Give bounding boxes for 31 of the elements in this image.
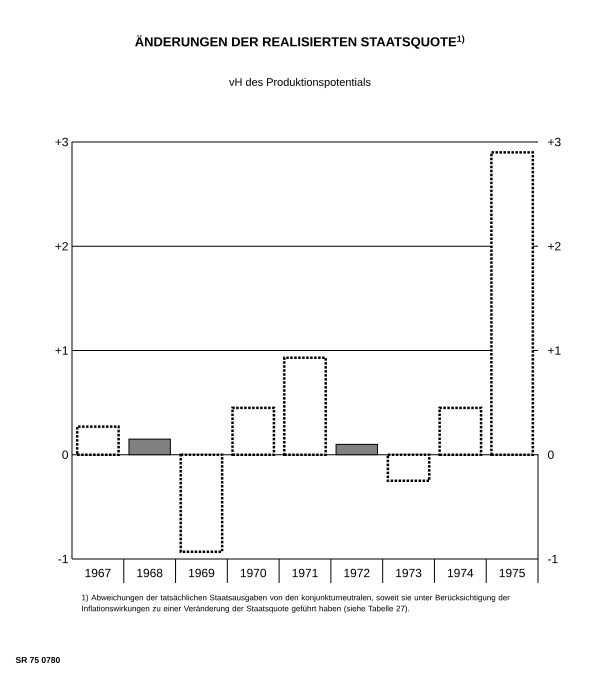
bar [438,406,482,456]
x-tick-label: 1968 [137,568,162,578]
x-tick-label: 1975 [500,568,525,578]
y2-tick-label: 0 [548,450,554,459]
bar [76,425,120,456]
bar [128,438,171,456]
bar [386,453,431,482]
y-tick-label: +3 [55,138,68,146]
y2-tick-label: -1 [548,554,558,564]
bar [336,444,378,456]
y2-tick-label: +3 [548,138,561,146]
bar [231,406,276,456]
x-tick-label: 1972 [344,568,370,578]
text: SR 75 0780 [16,657,60,663]
chart-title: ÄNDERUNGEN DER REALISIERTEN STAATSQUOTE$^{1)}$ [135,35,464,49]
chart-subtitle: vH des Produktionspotentials [229,78,371,88]
x-tick-label: 1967 [85,568,111,578]
x-tick-label: 1973 [396,568,422,578]
y-tick-label: 0 [62,450,68,459]
x-tick-label: 1971 [292,568,318,578]
y-tick-label: +1 [55,346,68,355]
bar [179,453,224,553]
x-tick-label: 1969 [189,568,214,578]
bar [283,356,327,456]
x-tick-label: 1970 [240,568,266,578]
y2-tick-label: +2 [548,242,561,250]
y-tick-label: +2 [55,242,68,250]
y-tick-label: -1 [58,554,68,564]
bar [490,151,534,456]
y2-tick-label: +1 [548,346,561,355]
x-tick-label: 1974 [448,568,474,578]
